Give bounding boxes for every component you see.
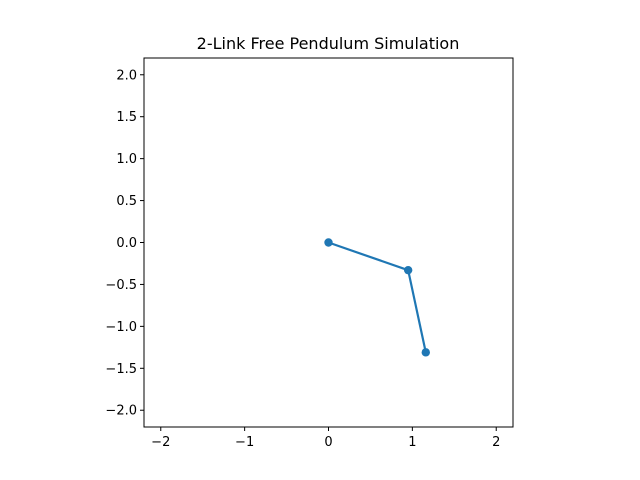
y-tick-label: −1.0 xyxy=(105,320,137,335)
y-tick-label: 0.5 xyxy=(116,194,137,209)
y-tick-label: 0.0 xyxy=(116,236,137,251)
pendulum-joint-point xyxy=(403,265,413,275)
x-tick-label: 2 xyxy=(492,435,500,450)
x-tick-label: −2 xyxy=(151,435,170,450)
x-tick-label: 0 xyxy=(324,435,332,450)
x-tick-label: −1 xyxy=(235,435,254,450)
axis-ticks: −2 −1 0 1 2 2.0 1.5 1.0 0.5 0.0 −0.5 −1.0 −1.5 −2.0 xyxy=(105,68,500,450)
chart-title: 2-Link Free Pendulum Simulation xyxy=(197,34,460,53)
y-tick-label: 2.0 xyxy=(116,68,137,83)
y-tick-label: 1.0 xyxy=(116,152,137,167)
pendulum-joint-point xyxy=(421,348,430,357)
x-tick-label: 1 xyxy=(408,435,416,450)
y-tick-label: −0.5 xyxy=(105,278,137,293)
pendulum-joint-point xyxy=(324,238,333,247)
y-tick-label: −2.0 xyxy=(105,404,137,419)
axes-frame xyxy=(143,57,514,428)
y-tick-label: 1.5 xyxy=(116,110,137,125)
plot-area xyxy=(324,238,430,357)
y-tick-label: −1.5 xyxy=(105,362,137,377)
